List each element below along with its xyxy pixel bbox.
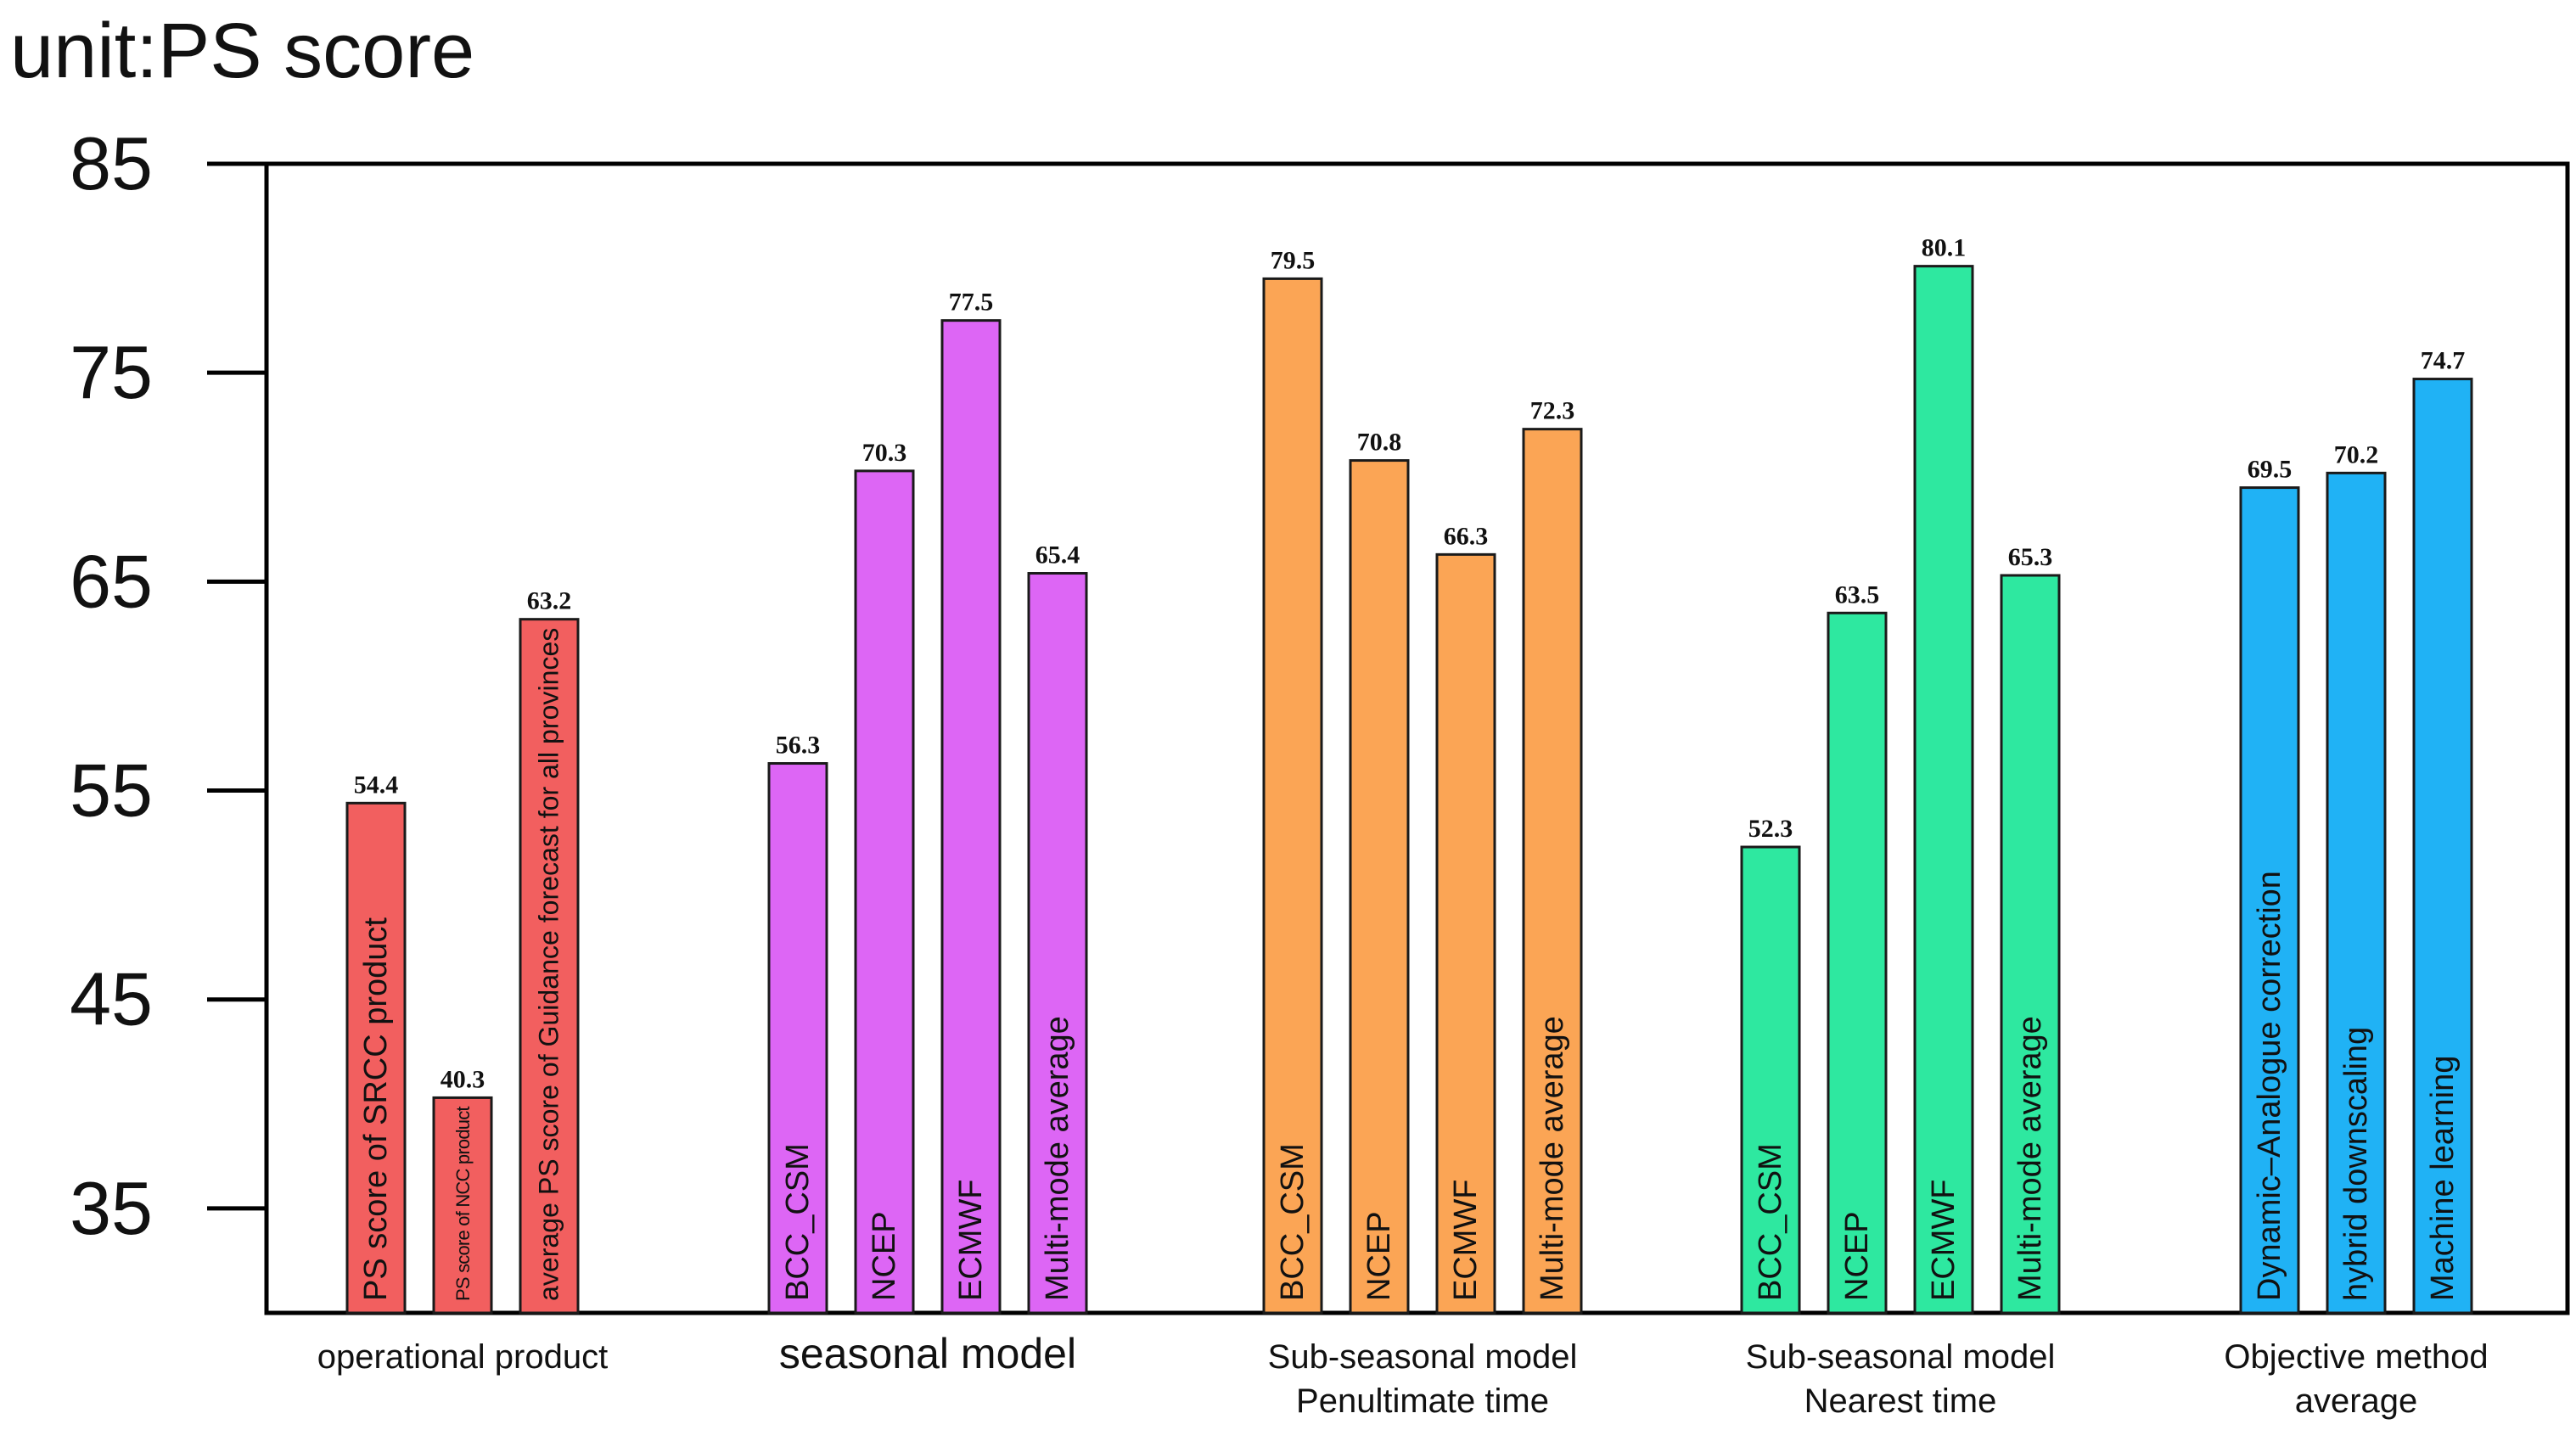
bar-label: BCC_CSM <box>1275 1143 1310 1301</box>
bar-label: ECMWF <box>953 1179 989 1301</box>
bar <box>1913 265 1974 1315</box>
data-label: 63.5 <box>1835 580 1880 608</box>
bar <box>432 1096 493 1315</box>
x-category-label: Sub-seasonal model <box>1746 1338 2056 1376</box>
x-category-label: seasonal model <box>779 1330 1076 1377</box>
bar-label: BCC_CSM <box>1753 1143 1788 1301</box>
axes: 35 45 55 65 75 85 <box>70 121 2570 1315</box>
data-label: 77.5 <box>949 289 994 317</box>
data-label: 65.4 <box>1035 541 1080 569</box>
bar-label: Multi-mode average <box>1535 1016 1570 1301</box>
bar-label: ECMWF <box>1448 1179 1484 1301</box>
labels: 54.4 PS score of SRCC product 40.3 PS score… <box>317 234 2489 1420</box>
bar-label: PS score of NCC product <box>452 1106 474 1301</box>
y-unit-label: unit:PS score <box>10 8 475 94</box>
data-label: 72.3 <box>1530 397 1575 425</box>
data-label: 70.8 <box>1357 429 1402 457</box>
bar <box>1740 845 1801 1315</box>
data-label: 80.1 <box>1922 234 1967 262</box>
x-category-label: Sub-seasonal model <box>1268 1338 1578 1376</box>
y-tick-label: 75 <box>70 330 153 414</box>
data-label: 52.3 <box>1748 815 1793 843</box>
bar-label: Dynamic–Analogue correction <box>2252 871 2287 1301</box>
data-label: 54.4 <box>354 771 399 799</box>
bar-label: Machine learning <box>2425 1056 2461 1301</box>
bar <box>2239 486 2300 1315</box>
bar <box>345 801 407 1315</box>
x-category-label: Objective method <box>2224 1338 2488 1376</box>
bar <box>2000 574 2061 1315</box>
bar <box>1827 611 1888 1315</box>
bar-label: BCC_CSM <box>780 1143 816 1301</box>
x-category-label: Penultimate time <box>1296 1382 1549 1420</box>
bar <box>1262 277 1323 1315</box>
data-label: 56.3 <box>776 732 821 760</box>
bar <box>854 469 915 1315</box>
bar-label: NCEP <box>1361 1211 1397 1301</box>
bar-label: NCEP <box>867 1211 902 1301</box>
data-label: 66.3 <box>1444 522 1489 550</box>
y-tick-label: 65 <box>70 539 153 623</box>
bar-label: Multi-mode average <box>1040 1016 1075 1301</box>
x-category-label: average <box>2295 1382 2418 1420</box>
bar <box>1349 459 1410 1315</box>
data-label: 74.7 <box>2421 347 2466 375</box>
data-label: 69.5 <box>2248 456 2293 484</box>
bar <box>1522 428 1583 1315</box>
bar-label: hybrid downscaling <box>2338 1027 2374 1301</box>
bars <box>345 265 2473 1315</box>
bar <box>2412 378 2473 1315</box>
bar-label: average PS score of Guidance forecast fo… <box>533 628 564 1301</box>
bar <box>1435 552 1496 1315</box>
bar-label: ECMWF <box>1926 1179 1961 1301</box>
y-tick-label: 35 <box>70 1166 153 1250</box>
bar <box>2326 471 2387 1315</box>
plot-frame <box>264 161 2570 1315</box>
bar <box>940 319 1002 1315</box>
x-category-label: operational product <box>317 1338 608 1376</box>
data-label: 79.5 <box>1271 246 1316 274</box>
y-tick-label: 85 <box>70 121 153 205</box>
y-tick-label: 55 <box>70 749 153 833</box>
bar-label: PS score of SRCC product <box>358 917 394 1301</box>
bar <box>1027 572 1088 1315</box>
data-label: 40.3 <box>441 1065 485 1093</box>
data-label: 63.2 <box>527 587 572 615</box>
bar-label: NCEP <box>1839 1211 1875 1301</box>
bar <box>519 618 580 1315</box>
bar-label: Multi-mode average <box>2012 1016 2048 1301</box>
y-tick-label: 45 <box>70 957 153 1041</box>
data-label: 70.3 <box>862 439 907 467</box>
data-label: 70.2 <box>2334 440 2379 468</box>
x-category-label: Nearest time <box>1804 1382 1997 1420</box>
data-label: 65.3 <box>2008 543 2053 571</box>
bar <box>767 762 828 1315</box>
